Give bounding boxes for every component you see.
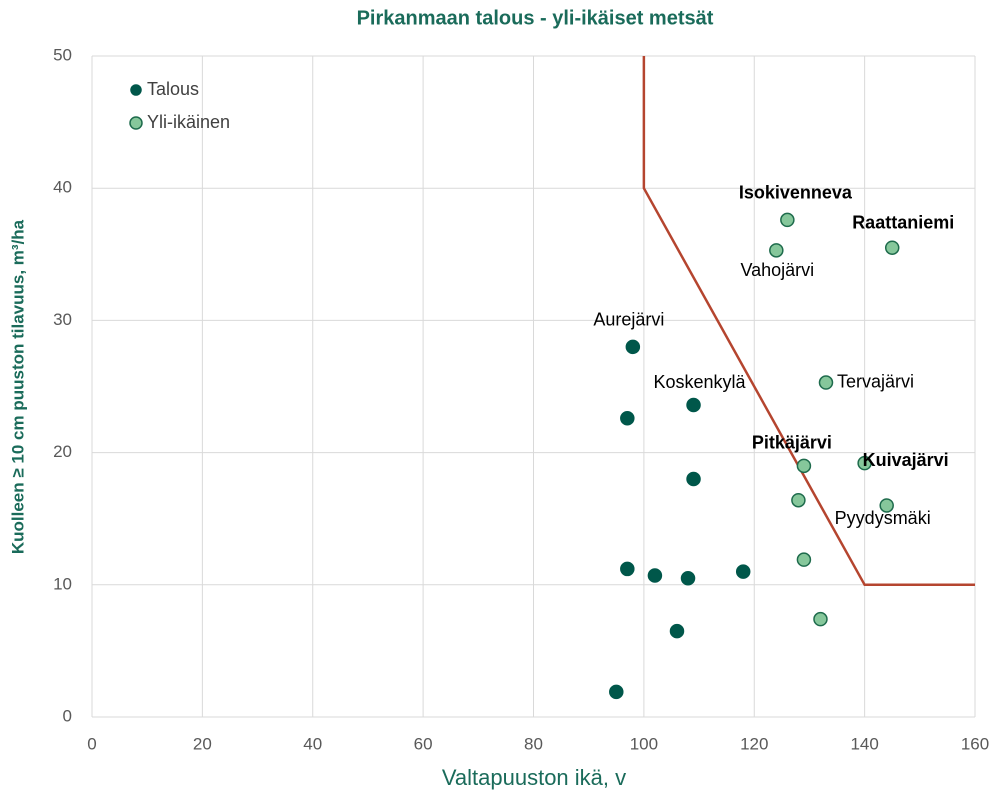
data-point [686, 471, 701, 487]
x-tick-label: 40 [303, 734, 322, 753]
point-label: Koskenkylä [654, 372, 747, 392]
x-tick-label: 100 [630, 734, 658, 753]
data-point [620, 561, 635, 577]
point-label: Pitkäjärvi [752, 433, 832, 453]
data-point [879, 498, 894, 513]
data-point [609, 684, 624, 700]
x-tick-label: 80 [524, 734, 543, 753]
y-tick-label: 40 [53, 178, 72, 197]
y-tick-label: 30 [53, 310, 72, 329]
data-point [686, 397, 701, 413]
data-point [780, 212, 795, 228]
data-point [813, 611, 828, 627]
y-tick-label: 20 [53, 442, 72, 461]
point-label: Vahojärvi [740, 260, 814, 280]
data-point [769, 243, 784, 258]
data-point [857, 455, 872, 471]
x-tick-label: 0 [87, 734, 96, 753]
x-tick-label: 160 [961, 734, 989, 753]
point-label: Kuivajärvi [863, 450, 949, 470]
y-tick-label: 50 [53, 45, 72, 64]
x-tick-label: 20 [193, 734, 212, 753]
point-label: Tervajärvi [837, 371, 914, 391]
threshold-line [642, 56, 975, 587]
data-point [647, 568, 663, 583]
x-tick-label: 120 [740, 734, 768, 753]
point-label: Raattaniemi [852, 212, 954, 232]
x-tick-label: 140 [850, 734, 878, 753]
point-label: Aurejärvi [593, 310, 664, 330]
data-point [625, 339, 641, 355]
legend-label: Talous [147, 79, 199, 99]
y-axis-label: Kuolleen ≥ 10 cm puuston tilavuus, m³/ha [8, 219, 27, 554]
data-point [620, 410, 635, 426]
data-point [735, 564, 751, 579]
legend-marker [129, 116, 143, 130]
data-point [884, 240, 900, 255]
y-tick-label: 10 [53, 574, 72, 593]
data-point [796, 458, 812, 474]
legend-marker [130, 84, 142, 96]
point-label: Pyydysmäki [835, 508, 931, 528]
data-point [791, 492, 806, 508]
legend-label: Yli-ikäinen [147, 112, 230, 132]
data-point [818, 375, 834, 390]
data-point [796, 552, 812, 567]
x-axis-label: Valtapuuston ikä, v [442, 765, 626, 790]
y-tick-label: 0 [63, 706, 72, 725]
chart-title: Pirkanmaan talous - yli-ikäiset metsät [357, 7, 714, 29]
data-point [669, 623, 685, 639]
data-point [680, 570, 696, 586]
x-tick-label: 60 [414, 734, 433, 753]
point-label: Isokivenneva [739, 183, 853, 203]
